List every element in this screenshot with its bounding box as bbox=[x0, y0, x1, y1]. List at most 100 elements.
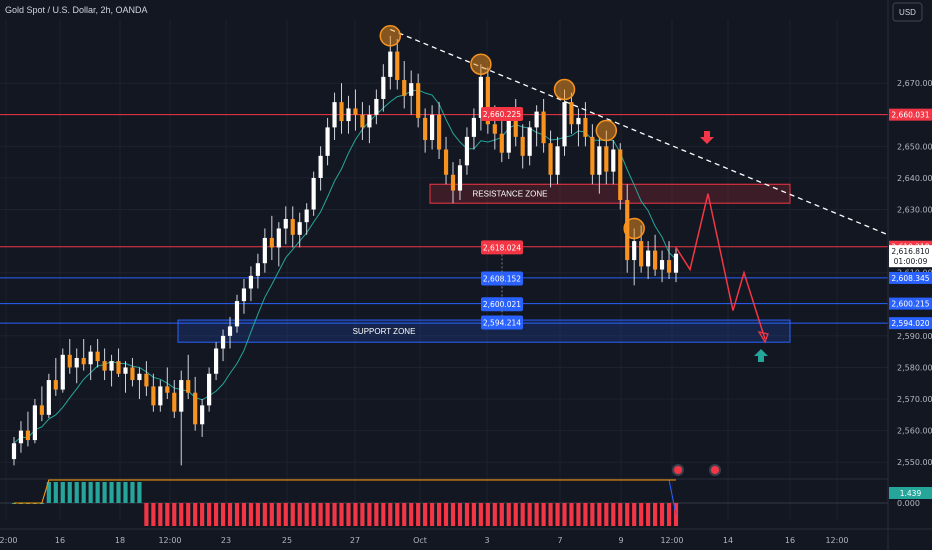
x-tick-label: 25 bbox=[282, 536, 292, 545]
candle bbox=[53, 380, 58, 390]
histogram-bar bbox=[666, 503, 672, 526]
time-axis[interactable]: 12:00 16 18 12:00 23 25 27 Oct 3 7 9 12:00 14 16 12:00 bbox=[0, 528, 932, 545]
candle bbox=[548, 143, 553, 175]
projection bbox=[675, 131, 769, 362]
candle bbox=[541, 111, 546, 144]
candle bbox=[95, 351, 100, 362]
currency-button[interactable]: USD bbox=[892, 2, 923, 22]
histogram-bar bbox=[471, 503, 477, 526]
histogram-bar bbox=[583, 503, 588, 526]
histogram-bar bbox=[109, 482, 114, 503]
x-tick-label: 16 bbox=[55, 536, 65, 545]
histogram-bar bbox=[74, 482, 79, 503]
up-arrow-icon bbox=[754, 349, 768, 362]
level-price-badge bbox=[889, 297, 932, 310]
projection-arrowhead bbox=[757, 331, 769, 344]
down-arrow-icon bbox=[700, 131, 714, 144]
candle bbox=[492, 124, 497, 134]
candle bbox=[109, 361, 114, 371]
histogram-bar bbox=[262, 503, 267, 526]
histogram-bar bbox=[130, 482, 135, 503]
candle bbox=[276, 228, 281, 248]
histogram-bar bbox=[423, 503, 428, 526]
histogram-bar bbox=[506, 503, 511, 526]
level-badge-label: 2,600.021 bbox=[483, 300, 521, 309]
candle bbox=[618, 149, 623, 201]
histogram-bar bbox=[332, 503, 337, 526]
candle bbox=[520, 136, 525, 156]
histogram-bar bbox=[346, 503, 351, 526]
x-tick-label: 16 bbox=[785, 536, 795, 545]
y-tick-label: 2,570.000 bbox=[897, 395, 932, 404]
swing-high-marker bbox=[595, 119, 618, 142]
histogram-bar bbox=[618, 503, 623, 526]
x-tick-label: 14 bbox=[723, 536, 733, 545]
candle bbox=[443, 149, 449, 175]
x-tick-label: 12:00 bbox=[825, 536, 848, 545]
candle bbox=[297, 222, 302, 235]
x-tick-label: 3 bbox=[484, 536, 489, 545]
level-badge bbox=[481, 107, 523, 122]
level-price-label: 2,600.215 bbox=[891, 300, 929, 309]
histogram-bar bbox=[374, 503, 379, 526]
current-price-label: 2,616.810 bbox=[891, 247, 929, 256]
candle bbox=[478, 76, 483, 118]
candle bbox=[255, 263, 260, 276]
histogram-bar bbox=[520, 503, 525, 526]
candle bbox=[213, 348, 219, 374]
candle bbox=[269, 237, 274, 248]
x-tick-label: 12:00 bbox=[0, 536, 18, 545]
histogram-bar bbox=[527, 503, 532, 526]
candle bbox=[179, 380, 184, 412]
event-icons[interactable] bbox=[672, 464, 721, 476]
histogram-bar bbox=[402, 503, 407, 526]
y-tick-label: 2,650.000 bbox=[897, 142, 932, 151]
candle bbox=[11, 443, 17, 460]
candle bbox=[367, 114, 372, 128]
histogram-bar bbox=[541, 503, 546, 526]
histogram-bar bbox=[179, 503, 184, 526]
histogram-bar bbox=[381, 503, 386, 526]
candle bbox=[590, 136, 595, 175]
histogram-bar bbox=[53, 482, 58, 503]
histogram-bar bbox=[492, 503, 497, 526]
histogram-bar bbox=[311, 503, 316, 526]
level-badge bbox=[481, 240, 523, 255]
histogram-bar bbox=[457, 503, 463, 526]
signal-line bbox=[14, 479, 676, 504]
histogram-bar bbox=[227, 503, 233, 526]
candle bbox=[423, 117, 428, 141]
histogram-bar bbox=[325, 503, 330, 526]
event-flag-icon bbox=[711, 466, 719, 474]
y-tick-label: 2,560.000 bbox=[897, 427, 932, 436]
level-badges: 2,660.2252,618.0242,608.1522,600.0212,59… bbox=[481, 107, 523, 330]
swing-high-marker bbox=[553, 78, 576, 101]
candle bbox=[207, 373, 212, 406]
candle bbox=[430, 114, 435, 141]
histogram-bar bbox=[353, 503, 358, 526]
candle bbox=[506, 117, 511, 153]
candle bbox=[130, 367, 135, 381]
level-price-label: 2,660.031 bbox=[891, 111, 929, 120]
level-badge-label: 2,594.214 bbox=[483, 319, 521, 328]
candle bbox=[25, 430, 31, 441]
oscillator-value-badge bbox=[889, 487, 932, 499]
histogram-bar bbox=[562, 503, 567, 526]
histogram-bar bbox=[485, 503, 490, 526]
candle bbox=[646, 250, 651, 267]
candle bbox=[583, 117, 588, 137]
candle bbox=[597, 146, 602, 175]
candle bbox=[457, 165, 463, 191]
x-tick-label: 27 bbox=[350, 536, 360, 545]
candle bbox=[123, 367, 128, 374]
oscillator-zero-label: 0.000 bbox=[897, 499, 920, 508]
histogram-bar bbox=[632, 503, 637, 526]
candle bbox=[241, 288, 247, 302]
histogram-bar bbox=[95, 482, 100, 503]
histogram-bar bbox=[450, 503, 456, 526]
histogram-bar bbox=[297, 503, 302, 526]
symbol-title: Gold Spot / U.S. Dollar, 2h, OANDA bbox=[5, 5, 148, 15]
price-axis[interactable]: 2,670.000 2,650.000 2,640.000 2,630.000 2,61… bbox=[887, 0, 932, 550]
candle bbox=[388, 51, 393, 77]
